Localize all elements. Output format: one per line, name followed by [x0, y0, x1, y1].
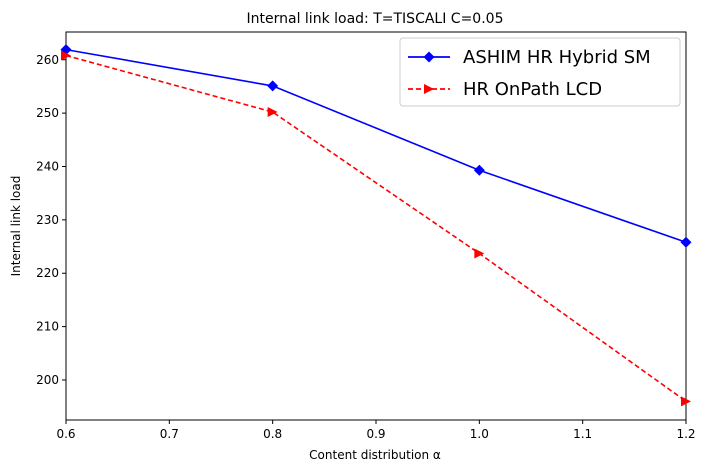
y-tick-label: 230	[36, 213, 59, 227]
legend-box	[399, 37, 681, 107]
legend-label-0: ASHIM HR Hybrid SM	[463, 47, 651, 68]
series-0-point	[680, 236, 692, 248]
chart-title: Internal link load: T=TISCALI C=0.05	[247, 11, 504, 27]
y-tick-label: 220	[36, 266, 59, 280]
series-1-point	[267, 107, 278, 118]
series-1-point	[681, 396, 691, 407]
legend: ASHIM HR Hybrid SM HR OnPath LCD	[399, 37, 681, 107]
x-tick-label: 0.9	[366, 427, 385, 441]
plot-area: 0.6 0.7 0.8 0.9 1.0 1.1 1.2 200 210 220 230 240 250 2…	[36, 31, 696, 441]
series-1-point	[474, 248, 485, 259]
x-tick-label: 1.1	[573, 427, 592, 441]
series-line-1	[65, 54, 687, 402]
series-0-point	[267, 80, 279, 92]
x-tick-label: 0.8	[263, 427, 282, 441]
legend-marker-0	[423, 51, 435, 63]
x-tick-label: 1.0	[470, 427, 489, 441]
x-tick-label: 0.7	[160, 427, 179, 441]
series-0-point	[473, 164, 485, 176]
x-axis-label: Content distribution α	[309, 448, 441, 462]
x-tick-label: 0.6	[56, 427, 75, 441]
y-axis-label: Internal link load	[9, 176, 23, 277]
y-tick-label: 240	[36, 159, 59, 173]
legend-marker-1	[424, 84, 434, 94]
y-tick-label: 210	[36, 320, 59, 334]
legend-label-1: HR OnPath LCD	[463, 79, 602, 100]
y-tick-label: 200	[36, 373, 59, 387]
series-line-0	[65, 48, 687, 244]
y-tick-label: 250	[36, 106, 59, 120]
y-tick-label: 260	[36, 53, 59, 67]
series-1-point	[61, 50, 71, 61]
x-tick-label: 1.2	[676, 427, 695, 441]
